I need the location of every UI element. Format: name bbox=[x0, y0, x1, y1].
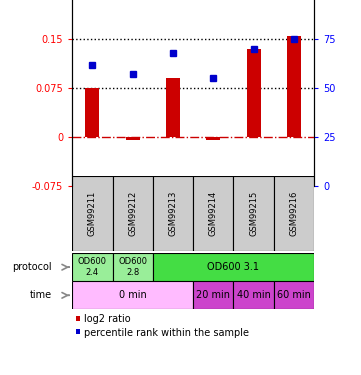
Text: OD600
2.4: OD600 2.4 bbox=[78, 258, 107, 277]
Bar bbox=[166, 78, 180, 137]
Text: time: time bbox=[30, 290, 52, 300]
Text: protocol: protocol bbox=[12, 262, 52, 272]
Text: GSM99212: GSM99212 bbox=[128, 191, 137, 236]
Bar bbox=[72, 253, 113, 281]
Text: log2 ratio: log2 ratio bbox=[84, 315, 130, 324]
Text: GSM99213: GSM99213 bbox=[169, 191, 178, 237]
Text: OD600
2.8: OD600 2.8 bbox=[118, 258, 147, 277]
Bar bbox=[274, 281, 314, 309]
Bar bbox=[193, 281, 234, 309]
Bar bbox=[85, 88, 99, 137]
Text: 40 min: 40 min bbox=[237, 290, 270, 300]
Text: GSM99211: GSM99211 bbox=[88, 191, 97, 236]
Text: OD600 3.1: OD600 3.1 bbox=[208, 262, 260, 272]
Bar bbox=[113, 176, 153, 251]
Text: GSM99216: GSM99216 bbox=[290, 191, 299, 237]
Bar bbox=[247, 49, 261, 137]
Bar bbox=[113, 253, 153, 281]
Text: 20 min: 20 min bbox=[196, 290, 230, 300]
Text: 60 min: 60 min bbox=[277, 290, 311, 300]
Bar bbox=[193, 176, 234, 251]
Bar bbox=[153, 253, 314, 281]
Bar bbox=[126, 137, 140, 140]
Bar bbox=[274, 176, 314, 251]
Bar bbox=[72, 176, 113, 251]
Bar bbox=[153, 176, 193, 251]
Bar bbox=[234, 281, 274, 309]
Text: 0 min: 0 min bbox=[119, 290, 147, 300]
Text: GSM99215: GSM99215 bbox=[249, 191, 258, 236]
Text: GSM99214: GSM99214 bbox=[209, 191, 218, 236]
Bar bbox=[72, 281, 193, 309]
Bar bbox=[287, 36, 301, 137]
Bar bbox=[234, 176, 274, 251]
Text: percentile rank within the sample: percentile rank within the sample bbox=[84, 328, 249, 338]
Bar bbox=[206, 137, 220, 140]
